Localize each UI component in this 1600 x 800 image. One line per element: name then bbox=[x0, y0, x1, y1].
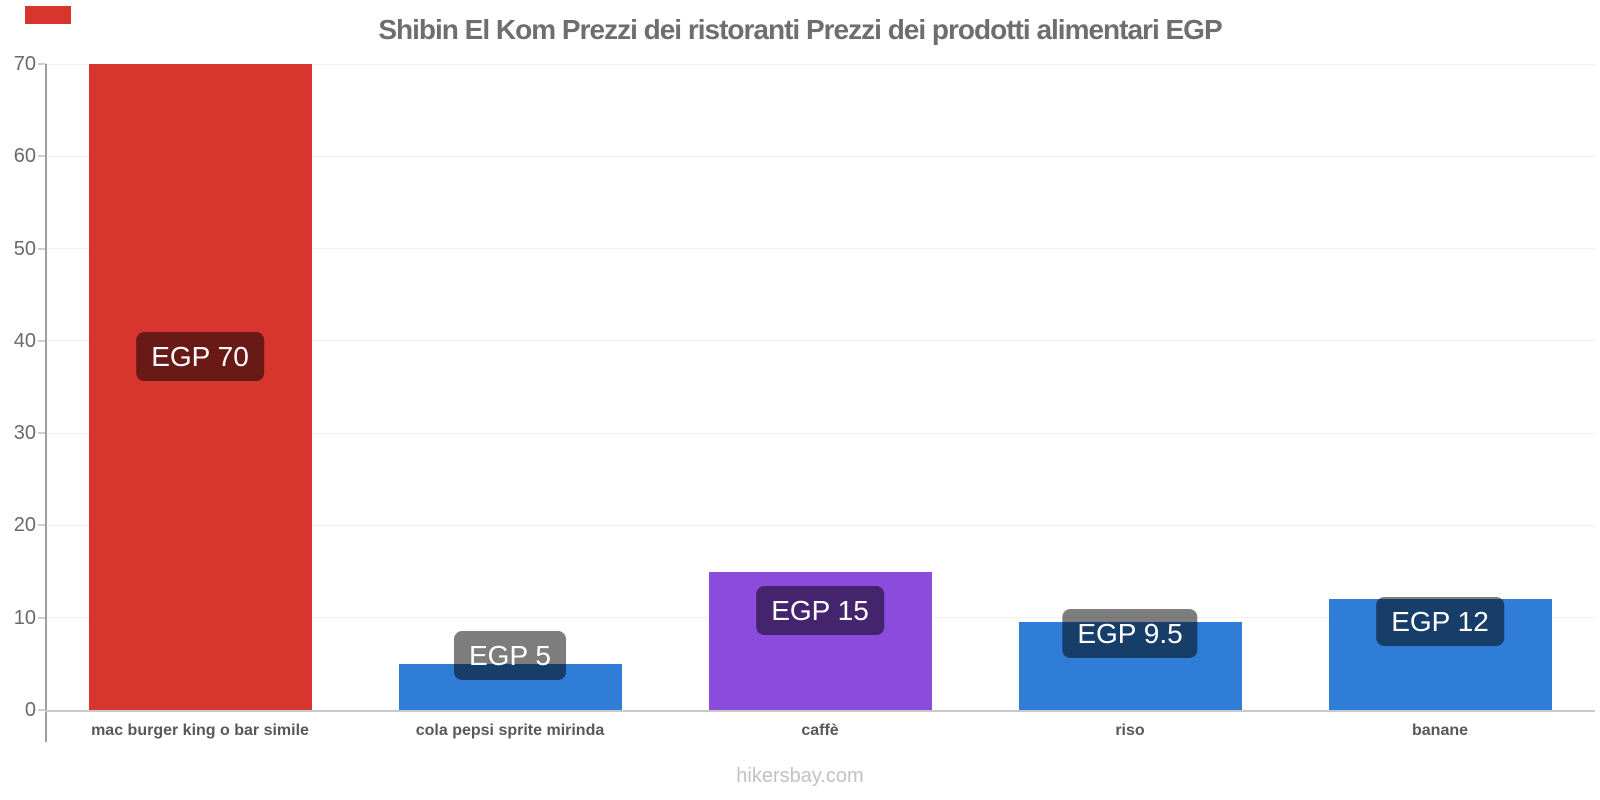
watermark: hikersbay.com bbox=[736, 765, 864, 787]
y-tick bbox=[38, 616, 46, 619]
value-badge: EGP 15 bbox=[756, 585, 884, 635]
y-tick-label: 10 bbox=[13, 606, 36, 629]
gridline bbox=[45, 155, 1595, 157]
bar[interactable] bbox=[88, 64, 312, 710]
category-label: cola pepsi sprite mirinda bbox=[415, 722, 605, 739]
category-label: banane bbox=[1411, 722, 1469, 739]
y-tick-label: 70 bbox=[13, 53, 36, 75]
y-tick-label: 20 bbox=[13, 514, 36, 537]
y-tick-label: 40 bbox=[13, 329, 36, 352]
category-label: caffè bbox=[801, 722, 839, 739]
corner-mark bbox=[25, 6, 71, 24]
gridline bbox=[45, 432, 1595, 434]
gridline bbox=[45, 524, 1595, 526]
y-tick bbox=[38, 709, 46, 711]
y-tick-label: 0 bbox=[24, 699, 36, 721]
y-tick bbox=[38, 63, 46, 65]
y-tick-label: 30 bbox=[13, 422, 36, 445]
y-tick bbox=[38, 155, 46, 158]
gridline bbox=[45, 248, 1595, 250]
y-axis-line bbox=[45, 64, 47, 742]
category-label: riso bbox=[1115, 722, 1145, 739]
y-tick-label: 60 bbox=[13, 145, 36, 168]
value-badge: EGP 70 bbox=[136, 332, 264, 381]
y-tick-label: 50 bbox=[13, 237, 36, 260]
x-axis-line bbox=[45, 710, 1595, 712]
value-badge: EGP 12 bbox=[1376, 597, 1504, 647]
y-tick bbox=[38, 432, 46, 435]
y-tick bbox=[38, 339, 46, 342]
chart-title: Shibin El Kom Prezzi dei ristoranti Prez… bbox=[378, 14, 1222, 45]
y-tick bbox=[38, 247, 46, 250]
gridline bbox=[45, 63, 1595, 65]
value-badge: EGP 9.5 bbox=[1062, 609, 1198, 659]
value-badge: EGP 5 bbox=[454, 630, 566, 680]
y-tick bbox=[38, 524, 46, 527]
gridline bbox=[45, 340, 1595, 342]
category-label: mac burger king o bar simile bbox=[91, 722, 309, 739]
